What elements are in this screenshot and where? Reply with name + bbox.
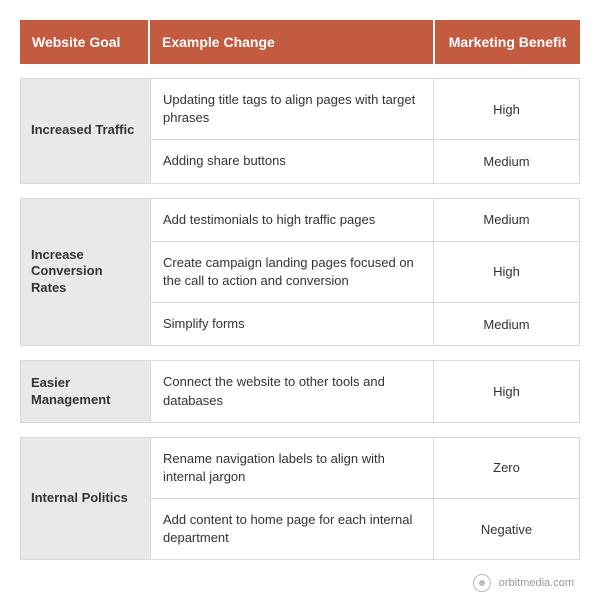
row-benefit: Medium [434, 199, 579, 241]
table-row: Add testimonials to high traffic pagesMe… [151, 199, 579, 242]
row-change: Add testimonials to high traffic pages [151, 199, 434, 241]
group-goal: Increased Traffic [21, 79, 151, 183]
group-rows: Add testimonials to high traffic pagesMe… [151, 199, 579, 346]
row-benefit: Zero [434, 438, 579, 498]
row-benefit: High [434, 79, 579, 139]
group-goal: Increase Conversion Rates [21, 199, 151, 346]
table-body: Increased TrafficUpdating title tags to … [20, 78, 580, 560]
row-change: Connect the website to other tools and d… [151, 361, 434, 421]
table-header: Website Goal Example Change Marketing Be… [20, 20, 580, 64]
header-change: Example Change [150, 20, 435, 64]
table-row: Rename navigation labels to align with i… [151, 438, 579, 499]
row-change: Create campaign landing pages focused on… [151, 242, 434, 302]
table-row: Create campaign landing pages focused on… [151, 242, 579, 303]
row-change: Adding share buttons [151, 140, 434, 182]
footer-text: orbitmedia.com [499, 577, 574, 589]
group-rows: Updating title tags to align pages with … [151, 79, 579, 183]
table-row: Connect the website to other tools and d… [151, 361, 579, 421]
group-rows: Connect the website to other tools and d… [151, 361, 579, 421]
table-row: Updating title tags to align pages with … [151, 79, 579, 140]
row-benefit: High [434, 242, 579, 302]
table-group: Increased TrafficUpdating title tags to … [20, 78, 580, 184]
row-change: Add content to home page for each intern… [151, 499, 434, 559]
table-row: Adding share buttonsMedium [151, 140, 579, 182]
row-benefit: Medium [434, 140, 579, 182]
table-group: Increase Conversion RatesAdd testimonial… [20, 198, 580, 347]
header-benefit: Marketing Benefit [435, 20, 580, 64]
group-goal: Internal Politics [21, 438, 151, 560]
table-group: Easier ManagementConnect the website to … [20, 360, 580, 422]
row-benefit: Medium [434, 303, 579, 345]
table-group: Internal PoliticsRename navigation label… [20, 437, 580, 561]
row-change: Simplify forms [151, 303, 434, 345]
row-benefit: High [434, 361, 579, 421]
group-goal: Easier Management [21, 361, 151, 421]
footer: orbitmedia.com [20, 574, 580, 592]
row-benefit: Negative [434, 499, 579, 559]
row-change: Updating title tags to align pages with … [151, 79, 434, 139]
header-goal: Website Goal [20, 20, 150, 64]
table-row: Add content to home page for each intern… [151, 499, 579, 559]
row-change: Rename navigation labels to align with i… [151, 438, 434, 498]
logo-icon [473, 574, 491, 592]
table-row: Simplify formsMedium [151, 303, 579, 345]
group-rows: Rename navigation labels to align with i… [151, 438, 579, 560]
